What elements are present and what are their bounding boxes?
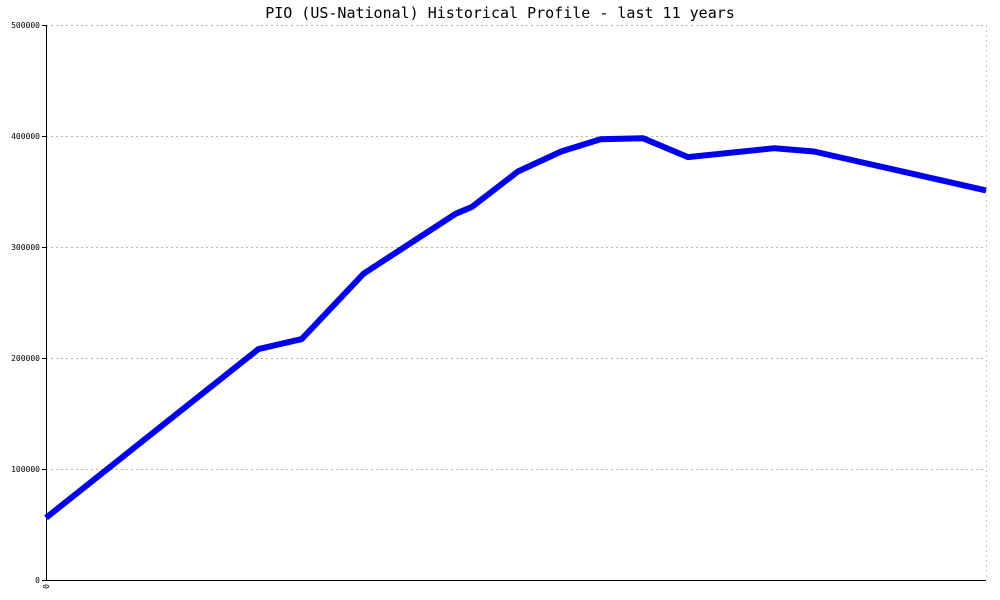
y-tick-label: 0 bbox=[35, 576, 40, 585]
series-line bbox=[44, 135, 987, 521]
y-tick-label: 300000 bbox=[11, 243, 40, 252]
y-axis: 0 100000 200000 300000 400000 500000 bbox=[11, 21, 47, 585]
x-tick-label: 0 bbox=[42, 584, 51, 589]
chart-title: PIO (US-National) Historical Profile - l… bbox=[265, 4, 735, 22]
y-tick-label: 100000 bbox=[11, 465, 40, 474]
y-tick-label: 400000 bbox=[11, 132, 40, 141]
plot-series bbox=[44, 135, 987, 521]
y-tick-label: 200000 bbox=[11, 354, 40, 363]
x-axis: 0 bbox=[42, 580, 986, 589]
y-tick-label: 500000 bbox=[11, 21, 40, 30]
gridlines bbox=[46, 25, 987, 580]
